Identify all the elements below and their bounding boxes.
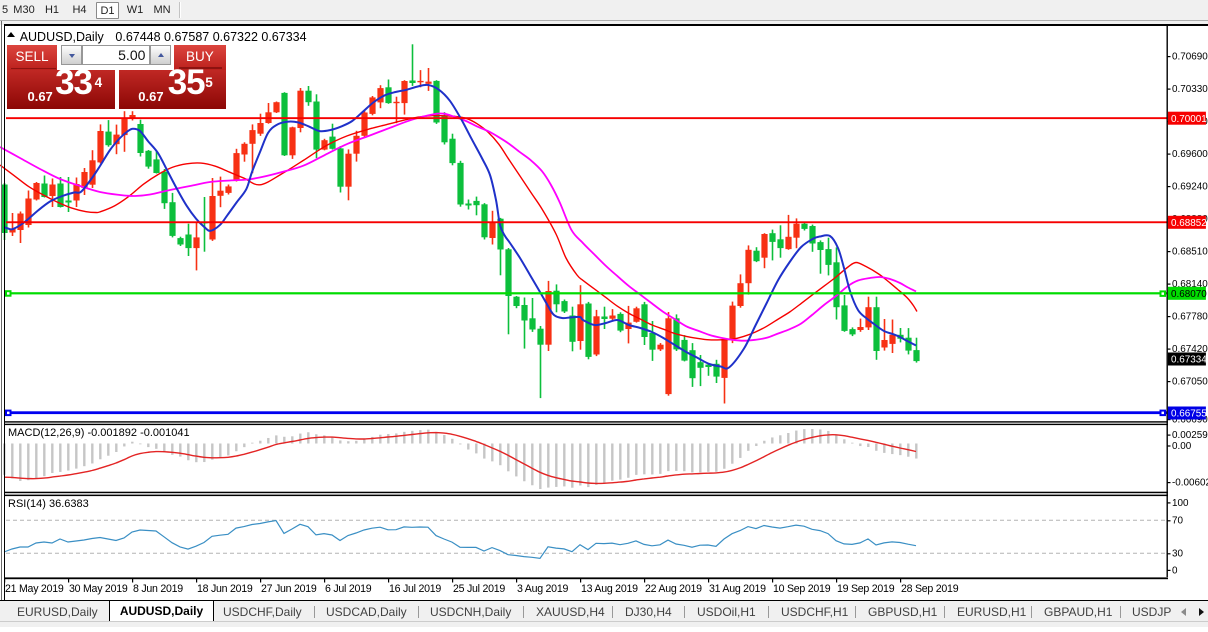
svg-text:18 Jun 2019: 18 Jun 2019 <box>197 583 253 595</box>
svg-text:0.66755: 0.66755 <box>1171 409 1207 420</box>
svg-text:30: 30 <box>1172 549 1183 560</box>
svg-text:70: 70 <box>1172 516 1183 527</box>
svg-text:0.67334: 0.67334 <box>1171 355 1207 366</box>
svg-text:10 Sep 2019: 10 Sep 2019 <box>773 583 831 595</box>
svg-text:27 Jun 2019: 27 Jun 2019 <box>261 583 317 595</box>
svg-text:MACD(12,26,9) -0.001892 -0.001: MACD(12,26,9) -0.001892 -0.001041 <box>8 427 190 439</box>
svg-text:0.70690: 0.70690 <box>1172 52 1208 63</box>
svg-text:0.68852: 0.68852 <box>1171 218 1207 229</box>
svg-text:RSI(14) 36.6383: RSI(14) 36.6383 <box>8 498 89 510</box>
svg-text:0.68140: 0.68140 <box>1172 279 1208 290</box>
svg-text:-0.006025: -0.006025 <box>1172 478 1208 489</box>
svg-text:0.002592: 0.002592 <box>1172 430 1208 441</box>
svg-text:21 May 2019: 21 May 2019 <box>5 583 64 595</box>
svg-text:0.66690: 0.66690 <box>1172 415 1208 426</box>
svg-text:0.67780: 0.67780 <box>1172 312 1208 323</box>
svg-text:0.69240: 0.69240 <box>1172 182 1208 193</box>
svg-text:0.00: 0.00 <box>1172 441 1192 452</box>
svg-text:0.68070: 0.68070 <box>1171 289 1207 300</box>
svg-text:13 Aug 2019: 13 Aug 2019 <box>581 583 638 595</box>
svg-text:0.69600: 0.69600 <box>1172 149 1208 160</box>
svg-text:0: 0 <box>1172 565 1178 576</box>
svg-text:0.67050: 0.67050 <box>1172 377 1208 388</box>
svg-text:0.67420: 0.67420 <box>1172 344 1208 355</box>
svg-text:22 Aug 2019: 22 Aug 2019 <box>645 583 702 595</box>
svg-text:30 May 2019: 30 May 2019 <box>69 583 128 595</box>
svg-text:0.68510: 0.68510 <box>1172 247 1208 258</box>
svg-text:31 Aug 2019: 31 Aug 2019 <box>709 583 766 595</box>
svg-text:0.70330: 0.70330 <box>1172 84 1208 95</box>
svg-text:16 Jul 2019: 16 Jul 2019 <box>389 583 441 595</box>
svg-text:100: 100 <box>1172 498 1189 509</box>
svg-text:3 Aug 2019: 3 Aug 2019 <box>517 583 568 595</box>
svg-text:8 Jun 2019: 8 Jun 2019 <box>133 583 183 595</box>
svg-text:25 Jul 2019: 25 Jul 2019 <box>453 583 505 595</box>
svg-text:19 Sep 2019: 19 Sep 2019 <box>837 583 895 595</box>
svg-text:6 Jul 2019: 6 Jul 2019 <box>325 583 372 595</box>
svg-text:28 Sep 2019: 28 Sep 2019 <box>901 583 959 595</box>
svg-text:0.70001: 0.70001 <box>1171 114 1207 125</box>
